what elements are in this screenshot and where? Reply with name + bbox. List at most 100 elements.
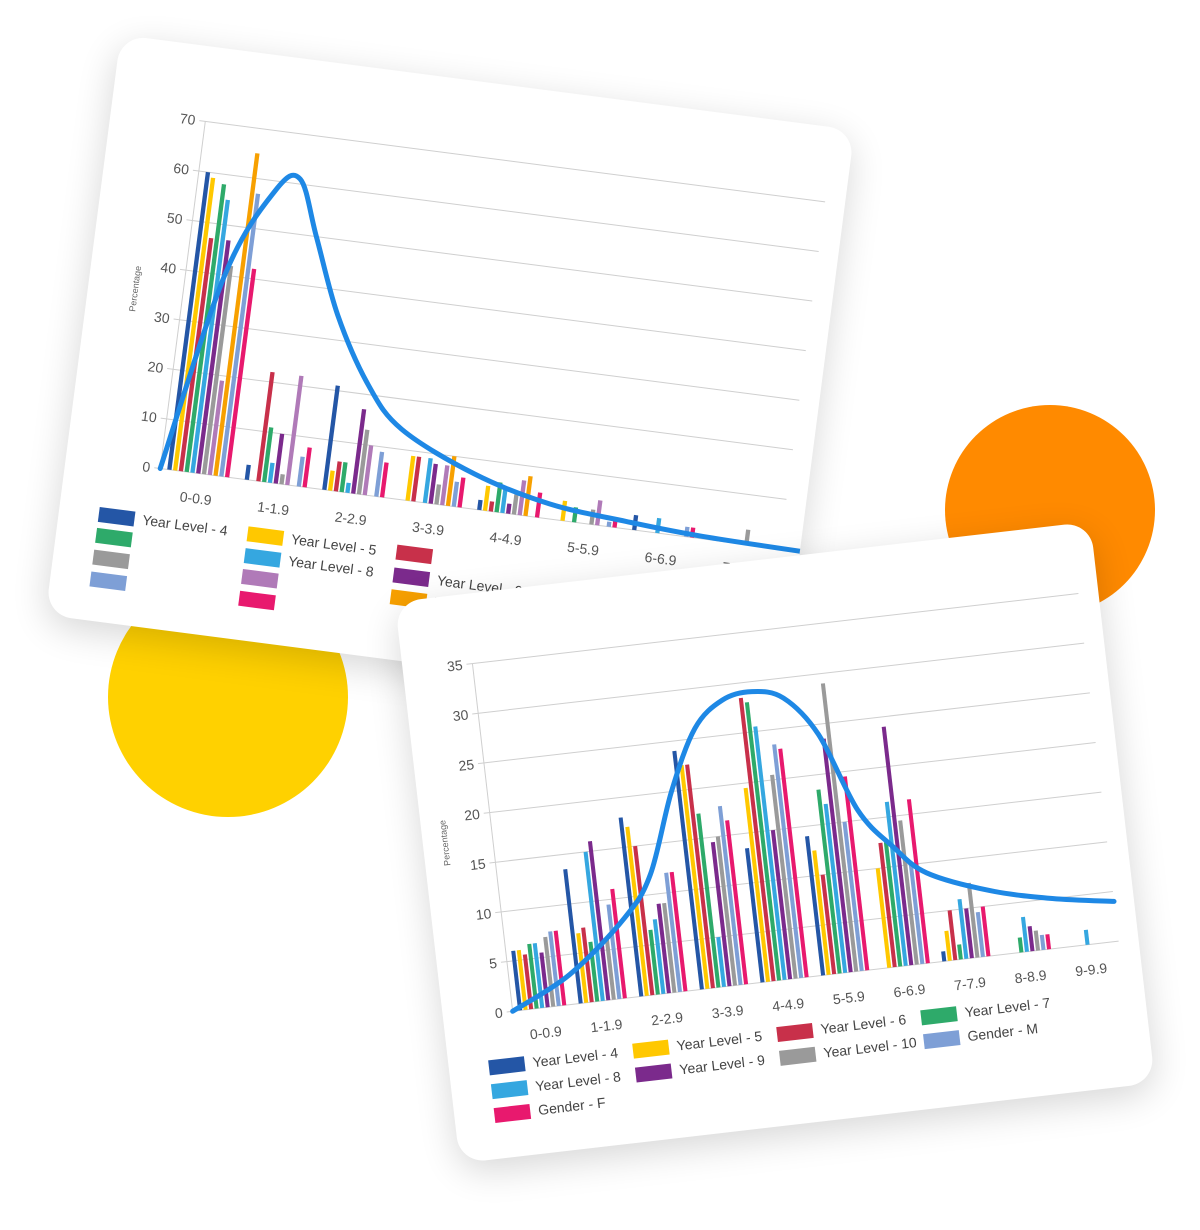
bar: [842, 776, 870, 971]
x-tick-label: 6-6.9: [893, 981, 927, 1001]
bar: [664, 872, 682, 993]
y-tick-label: 40: [160, 259, 178, 277]
bar: [947, 910, 958, 961]
bar: [656, 903, 671, 994]
bar: [583, 851, 605, 1002]
x-tick-label: 9-9.9: [1074, 960, 1108, 980]
bar: [778, 748, 809, 978]
bar: [190, 199, 231, 473]
bar: [434, 484, 442, 505]
gridline: [477, 692, 1090, 765]
bar: [883, 842, 903, 967]
gridline: [192, 169, 819, 252]
bar: [517, 480, 527, 516]
bar: [715, 836, 738, 986]
bar: [820, 874, 837, 975]
bar: [1017, 937, 1024, 953]
gridline: [483, 741, 1096, 814]
bar: [256, 371, 275, 482]
bar: [908, 864, 925, 965]
bar: [816, 789, 842, 974]
x-tick-label: 3-3.9: [411, 518, 445, 538]
x-tick-label: 3-3.9: [711, 1002, 745, 1022]
bar: [717, 805, 743, 986]
bar: [1045, 934, 1052, 950]
bar: [244, 464, 251, 481]
x-tick-label: 0-0.9: [179, 488, 213, 508]
x-tick-label: 5-5.9: [566, 539, 600, 559]
bar: [505, 503, 512, 514]
bar: [906, 799, 930, 964]
bar: [685, 764, 715, 989]
y-tick-label: 15: [469, 855, 487, 873]
bar: [560, 500, 568, 522]
bar: [1020, 916, 1029, 952]
bar: [1027, 926, 1035, 952]
bar: [770, 829, 793, 980]
x-tick-label: 6-6.9: [644, 549, 678, 569]
bar: [302, 447, 312, 488]
y-tick-label: 50: [166, 209, 184, 227]
bar: [1033, 930, 1041, 951]
bar: [548, 931, 561, 1007]
bar: [457, 477, 466, 508]
bar: [488, 501, 495, 512]
bar: [296, 456, 305, 487]
bar: [594, 500, 603, 526]
bar: [345, 482, 351, 494]
y-tick-label: 35: [446, 657, 464, 675]
bar: [669, 871, 688, 992]
bar: [500, 487, 508, 514]
front-chart-card: 0 5 10 15 20 25 30 35 Percentage 0-0.9 1-1.9 2-2.9 3…: [394, 521, 1156, 1164]
bar: [957, 944, 963, 960]
bar: [581, 927, 594, 1003]
bar: [534, 492, 543, 518]
bar: [224, 268, 257, 478]
bar: [980, 906, 991, 957]
y-axis-label: Percentage: [127, 265, 143, 312]
bar: [267, 462, 275, 484]
x-tick-label: 4-4.9: [771, 995, 805, 1015]
bar: [587, 841, 611, 1001]
gridline: [199, 120, 826, 203]
y-tick-label: 10: [140, 408, 158, 426]
bar: [201, 265, 234, 475]
bar: [1083, 929, 1090, 945]
bar: [539, 952, 550, 1008]
bar: [576, 932, 589, 1003]
bar: [633, 845, 655, 996]
bar: [322, 385, 340, 491]
y-tick-label: 0: [142, 458, 152, 475]
gridline: [489, 791, 1102, 864]
trend-line: [510, 689, 1117, 1014]
bar: [744, 702, 782, 981]
bar: [327, 470, 335, 491]
y-tick-label: 20: [463, 806, 481, 824]
bar: [652, 919, 666, 995]
y-tick-label: 25: [458, 756, 476, 774]
bar: [941, 951, 947, 962]
gridline: [466, 592, 1079, 665]
x-tick-label: 0-0.9: [529, 1023, 563, 1043]
bar: [440, 465, 450, 506]
y-tick-label: 10: [475, 905, 493, 923]
x-tick-label: 1-1.9: [590, 1016, 624, 1036]
x-tick-label: 2-2.9: [334, 508, 368, 528]
gridline: [472, 642, 1085, 715]
bar: [944, 930, 952, 961]
bar: [511, 950, 523, 1011]
y-tick-label: 30: [153, 308, 171, 326]
bar: [604, 939, 616, 1000]
x-tick-label: 8-8.9: [1014, 967, 1048, 987]
bar: [522, 954, 534, 1010]
back-bar-chart: 0 10 20 30 40 50 60 70 Percentage 0-0.9 1-1.9 2-2.9…: [127, 110, 826, 579]
y-tick-label: 70: [179, 110, 197, 128]
bar: [772, 744, 804, 979]
y-tick-label: 60: [172, 160, 190, 178]
bar: [411, 456, 422, 502]
bar: [273, 433, 285, 484]
bar: [451, 481, 460, 507]
x-tick-label: 7-7.9: [953, 974, 987, 994]
bar: [511, 494, 519, 515]
y-axis-label: Percentage: [437, 820, 452, 867]
